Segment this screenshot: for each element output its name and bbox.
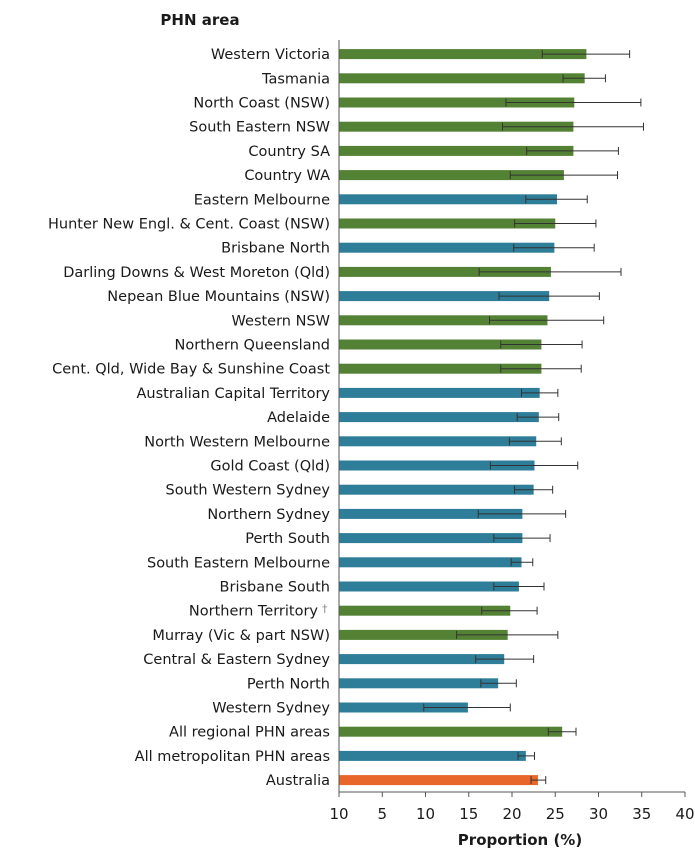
x-tick-label: 25 [546, 805, 565, 823]
category-label: Western Victoria [211, 47, 330, 63]
bar [339, 557, 522, 568]
category-label: All metropolitan PHN areas [135, 749, 330, 765]
bar [339, 702, 468, 713]
bar [339, 436, 537, 447]
bar [339, 678, 499, 689]
bar [339, 508, 523, 519]
note-marker: † [322, 603, 328, 616]
category-label: Perth South [245, 531, 330, 547]
category-label: Cent. Qld, Wide Bay & Sunshine Coast [52, 362, 330, 378]
x-tick-label: 35 [632, 805, 651, 823]
category-label: South Eastern Melbourne [147, 555, 330, 571]
bar [339, 605, 511, 616]
category-label: North Western Melbourne [144, 434, 330, 450]
category-axis-header: PHN area [160, 11, 239, 29]
category-label: Brisbane North [221, 241, 330, 257]
bar [339, 412, 539, 423]
x-tick-label: 10 [416, 805, 435, 823]
bar [339, 218, 556, 229]
error-bars-group [423, 50, 644, 785]
bar [339, 387, 540, 398]
x-tick-label: 5 [377, 805, 387, 823]
category-label: South Western Sydney [165, 483, 330, 499]
category-label: Western NSW [232, 313, 330, 329]
category-label: Australia [266, 773, 330, 789]
category-label: Northern Queensland [175, 338, 330, 354]
x-tick-label: 40 [675, 805, 694, 823]
category-label: Brisbane South [220, 580, 330, 596]
bar [339, 73, 585, 84]
bar [339, 170, 564, 181]
bar [339, 291, 550, 302]
category-label: Tasmania [261, 71, 330, 87]
category-label: Eastern Melbourne [194, 192, 330, 208]
category-label: All regional PHN areas [169, 725, 330, 741]
bar [339, 775, 538, 786]
bar [339, 484, 534, 495]
bar [339, 581, 519, 592]
bar [339, 315, 548, 326]
category-label: Country SA [248, 144, 330, 160]
x-tick-label: 30 [589, 805, 608, 823]
category-label: Western Sydney [212, 701, 330, 717]
bar [339, 49, 587, 60]
category-label: North Coast (NSW) [193, 96, 330, 112]
bar [339, 460, 535, 471]
category-label: Adelaide [267, 410, 330, 426]
category-labels-group: Western Victoria Tasmania North Coast (NSW… [48, 47, 330, 789]
bar [339, 629, 508, 640]
bars-group [339, 49, 587, 786]
x-ticks-group: 10 5 10 15 20 25 30 35 40 [329, 792, 695, 823]
bar [339, 363, 542, 374]
category-label: South Eastern NSW [189, 120, 330, 136]
category-label: Northern Sydney [207, 507, 330, 523]
category-label: Perth North [247, 676, 330, 692]
category-label: Northern Territory [189, 604, 319, 620]
bar [339, 654, 505, 665]
x-tick-label: 10 [329, 805, 348, 823]
category-label: Murray (Vic & part NSW) [152, 628, 330, 644]
bar [339, 242, 555, 253]
category-label: Hunter New Engl. & Cent. Coast (NSW) [48, 217, 330, 233]
category-label: Nepean Blue Mountains (NSW) [107, 289, 330, 305]
bar [339, 145, 574, 156]
bar [339, 97, 575, 108]
category-label: Central & Eastern Sydney [143, 652, 330, 668]
category-label: Country WA [244, 168, 330, 184]
bar [339, 726, 563, 737]
bar [339, 533, 523, 544]
bar [339, 750, 526, 761]
category-label: Darling Downs & West Moreton (Qld) [63, 265, 330, 281]
bar [339, 121, 574, 132]
category-label: Gold Coast (Qld) [210, 459, 330, 475]
x-axis-title: Proportion (%) [458, 831, 582, 849]
x-tick-label: 20 [502, 805, 521, 823]
bar [339, 339, 542, 350]
category-label: Australian Capital Territory [137, 386, 331, 402]
bar [339, 266, 551, 277]
x-tick-label: 15 [459, 805, 478, 823]
bar [339, 194, 557, 205]
